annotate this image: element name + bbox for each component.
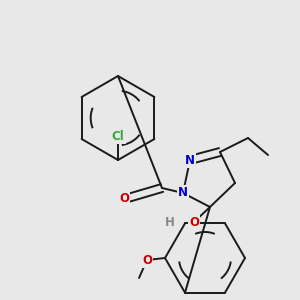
Text: O: O bbox=[142, 254, 152, 266]
Text: Cl: Cl bbox=[112, 130, 124, 142]
Text: O: O bbox=[119, 191, 129, 205]
Text: O: O bbox=[189, 215, 199, 229]
Text: H: H bbox=[165, 215, 175, 229]
Text: N: N bbox=[178, 187, 188, 200]
Text: N: N bbox=[185, 154, 195, 166]
